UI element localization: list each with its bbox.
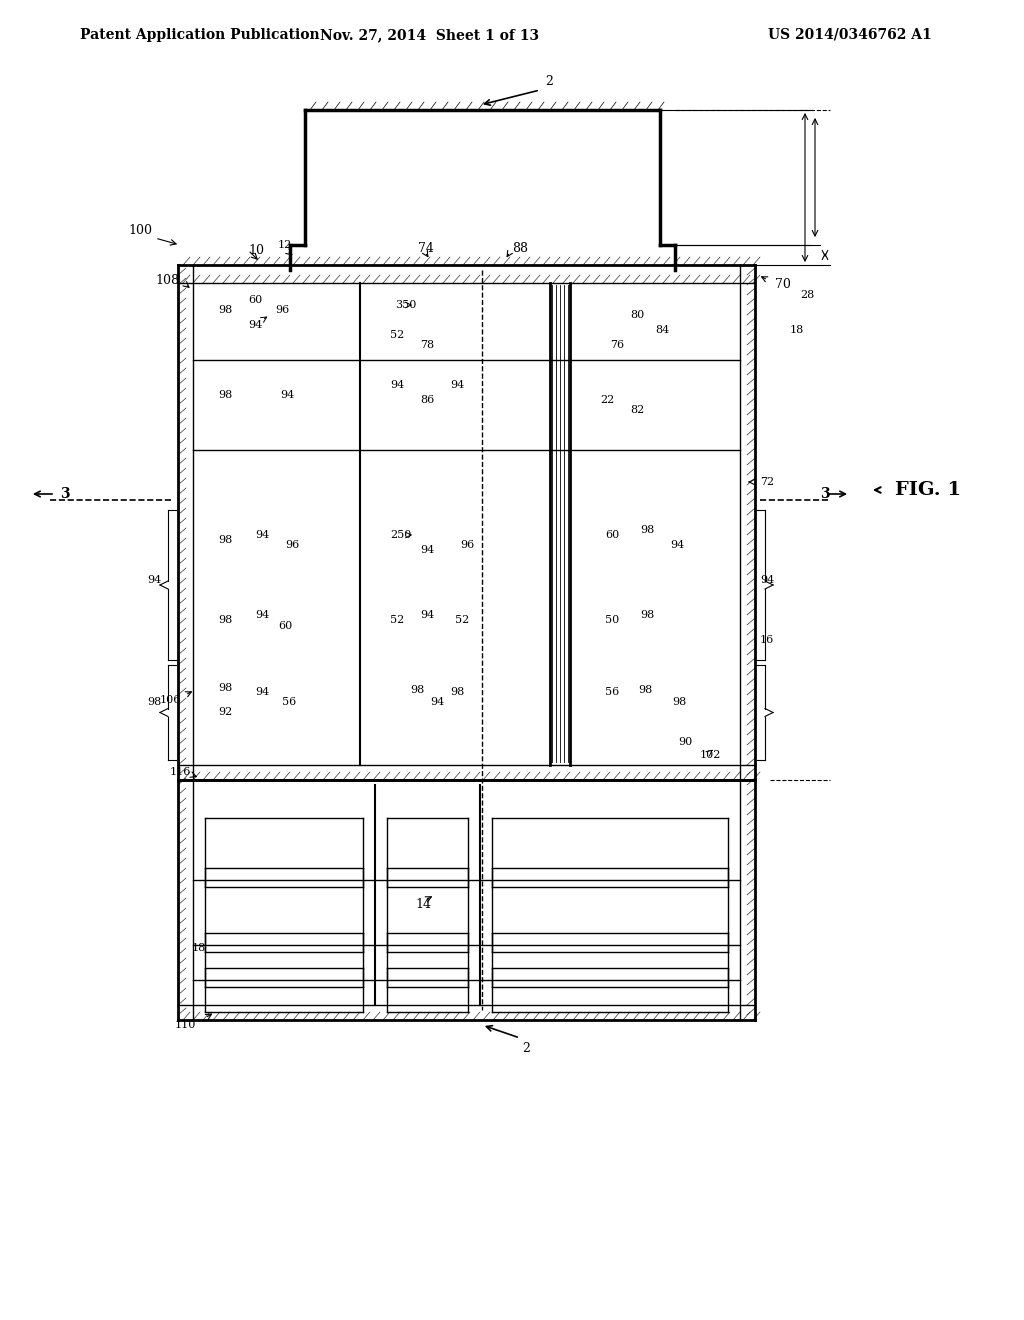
- Text: US 2014/0346762 A1: US 2014/0346762 A1: [768, 28, 932, 42]
- Text: 92: 92: [218, 708, 232, 717]
- Text: 98: 98: [218, 615, 232, 624]
- Text: 98: 98: [218, 389, 232, 400]
- Text: 102: 102: [700, 750, 721, 760]
- Text: 110: 110: [175, 1020, 197, 1030]
- Text: 94: 94: [147, 576, 161, 585]
- Text: 96: 96: [275, 305, 289, 315]
- Text: 94: 94: [255, 686, 269, 697]
- Text: 96: 96: [285, 540, 299, 550]
- Text: 98: 98: [218, 535, 232, 545]
- Text: 78: 78: [420, 341, 434, 350]
- Text: 94: 94: [248, 319, 262, 330]
- Text: 86: 86: [420, 395, 434, 405]
- Text: 74: 74: [418, 242, 434, 255]
- Text: 2: 2: [522, 1041, 529, 1055]
- Text: 82: 82: [630, 405, 644, 414]
- Text: 94: 94: [255, 610, 269, 620]
- Text: 116: 116: [170, 767, 191, 777]
- Text: 2: 2: [545, 75, 553, 88]
- Text: 60: 60: [605, 531, 620, 540]
- Text: 90: 90: [678, 737, 692, 747]
- Text: 94: 94: [420, 545, 434, 554]
- Text: 94: 94: [760, 576, 774, 585]
- Text: 108: 108: [155, 273, 179, 286]
- Text: Patent Application Publication: Patent Application Publication: [80, 28, 319, 42]
- Text: 3: 3: [820, 487, 829, 502]
- Text: 84: 84: [655, 325, 670, 335]
- Text: 100: 100: [128, 223, 152, 236]
- Text: 16: 16: [760, 635, 774, 645]
- Text: 3: 3: [60, 487, 70, 502]
- Text: 22: 22: [600, 395, 614, 405]
- Text: 94: 94: [430, 697, 444, 708]
- Text: 98: 98: [672, 697, 686, 708]
- Text: 106: 106: [160, 696, 181, 705]
- Text: 76: 76: [610, 341, 624, 350]
- Text: 10: 10: [248, 243, 264, 256]
- Text: 52: 52: [455, 615, 469, 624]
- Text: 70: 70: [775, 279, 791, 292]
- Text: 98: 98: [640, 525, 654, 535]
- Text: 72: 72: [760, 477, 774, 487]
- Text: 250: 250: [390, 531, 412, 540]
- Text: 60: 60: [278, 620, 292, 631]
- Text: 98: 98: [218, 682, 232, 693]
- Text: 88: 88: [512, 242, 528, 255]
- Text: 28: 28: [800, 290, 814, 300]
- Text: 350: 350: [395, 300, 417, 310]
- Text: 98: 98: [218, 305, 232, 315]
- Text: 80: 80: [630, 310, 644, 319]
- Text: 94: 94: [280, 389, 294, 400]
- Text: 94: 94: [450, 380, 464, 389]
- Text: FIG. 1: FIG. 1: [895, 480, 962, 499]
- Text: 98: 98: [410, 685, 424, 696]
- Text: 52: 52: [390, 615, 404, 624]
- Text: 98: 98: [147, 697, 161, 708]
- Text: 94: 94: [255, 531, 269, 540]
- Text: 56: 56: [605, 686, 620, 697]
- Text: 56: 56: [282, 697, 296, 708]
- Text: 98: 98: [450, 686, 464, 697]
- Text: 18: 18: [790, 325, 804, 335]
- Text: 98: 98: [640, 610, 654, 620]
- Text: 52: 52: [390, 330, 404, 341]
- Text: 60: 60: [248, 294, 262, 305]
- Text: 94: 94: [390, 380, 404, 389]
- Text: 94: 94: [670, 540, 684, 550]
- Text: 98: 98: [638, 685, 652, 696]
- Text: Nov. 27, 2014  Sheet 1 of 13: Nov. 27, 2014 Sheet 1 of 13: [321, 28, 540, 42]
- Text: 14: 14: [415, 899, 431, 912]
- Text: 12: 12: [278, 240, 292, 249]
- Text: 50: 50: [605, 615, 620, 624]
- Text: 18: 18: [193, 942, 206, 953]
- Text: 96: 96: [460, 540, 474, 550]
- Text: 94: 94: [420, 610, 434, 620]
